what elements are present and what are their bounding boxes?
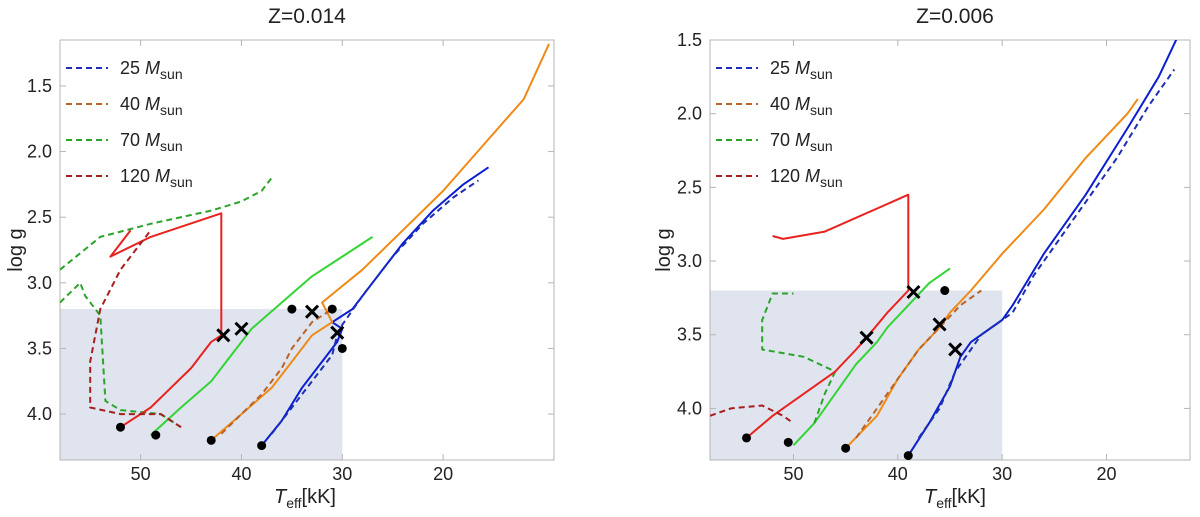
y-tick-label: 4.0 xyxy=(677,398,702,418)
x-tick-label: 20 xyxy=(1097,464,1117,484)
series-line xyxy=(89,229,182,429)
legend-label: 120 Msun xyxy=(770,166,843,190)
x-tick-label: 20 xyxy=(433,464,453,484)
cross-marker xyxy=(330,325,345,340)
shaded-region xyxy=(60,309,343,460)
series-line xyxy=(745,193,910,439)
cross-marker xyxy=(948,342,963,357)
y-tick-label: 2.5 xyxy=(27,207,52,227)
series-line xyxy=(60,281,182,429)
series-line xyxy=(210,43,550,442)
y-tick-label: 2.0 xyxy=(677,104,702,124)
endpoint-dot xyxy=(337,343,347,353)
y-tick-label: 3.5 xyxy=(27,338,52,358)
y-tick-label: 3.0 xyxy=(677,251,702,271)
chart-left: Z=0.014 log g Teff[kK] 50 40 30 20 1.5 2.0 2.5… xyxy=(5,5,555,511)
x-tick-label: 30 xyxy=(332,464,352,484)
y-tick-label: 2.5 xyxy=(677,177,702,197)
y-tick-label: 2.0 xyxy=(27,142,52,162)
endpoint-dot xyxy=(841,443,851,453)
legend-label: 25 Msun xyxy=(770,58,833,82)
series-line xyxy=(60,177,273,271)
endpoint-dot xyxy=(115,422,125,432)
series-line xyxy=(710,404,795,425)
chart-left-title: Z=0.014 xyxy=(268,5,346,28)
chart-left-ylabel: log g xyxy=(5,228,27,271)
legend-label: 40 Msun xyxy=(120,94,183,118)
endpoint-dot xyxy=(257,441,267,451)
legend-label: 70 Msun xyxy=(120,130,183,154)
endpoint-dot xyxy=(287,304,297,314)
cross-marker xyxy=(304,304,320,319)
chart-left-frame xyxy=(59,39,555,461)
y-tick-label: 1.5 xyxy=(677,30,702,50)
cross-marker xyxy=(932,317,947,332)
cross-marker xyxy=(859,330,874,345)
series-line xyxy=(220,308,333,435)
endpoint-dot xyxy=(940,286,950,296)
endpoint-dot xyxy=(206,435,216,445)
series-line xyxy=(792,267,951,446)
series-line xyxy=(109,212,223,429)
x-tick-label: 50 xyxy=(131,464,151,484)
legend-label: 120 Msun xyxy=(120,166,193,190)
chart-right-xlabel: Teff[kK] xyxy=(924,486,986,511)
x-tick-label: 30 xyxy=(992,464,1012,484)
endpoint-dot xyxy=(742,433,752,443)
legend-label: 70 Msun xyxy=(770,130,833,154)
endpoint-dot xyxy=(903,451,913,460)
endpoint-dot xyxy=(151,430,161,440)
cross-marker xyxy=(234,321,249,336)
legend-label: 25 Msun xyxy=(120,58,183,82)
series-line xyxy=(761,292,837,424)
legend-label: 40 Msun xyxy=(770,94,833,118)
shaded-region xyxy=(710,290,1003,460)
y-tick-label: 3.0 xyxy=(27,273,52,293)
cross-marker xyxy=(906,284,921,300)
y-tick-label: 3.5 xyxy=(677,325,702,345)
cross-marker xyxy=(216,328,231,343)
y-tick-label: 1.5 xyxy=(27,76,52,96)
chart-right-ylabel: log g xyxy=(653,228,675,271)
series-line xyxy=(150,236,374,436)
chart-left-xlabel: Teff[kK] xyxy=(274,486,336,511)
chart-right: Z=0.006 log g Teff[kK] 50 40 30 20 1.5 2.0 2.5… xyxy=(653,5,1191,511)
plot-area xyxy=(60,43,550,451)
x-tick-label: 40 xyxy=(231,464,251,484)
x-tick-label: 40 xyxy=(888,464,908,484)
y-tick-label: 4.0 xyxy=(27,404,52,424)
series-line xyxy=(270,179,479,435)
series-line xyxy=(917,68,1176,439)
legend: 25 Msun 40 Msun 70 Msun 120 Msun xyxy=(716,58,843,190)
plot-area xyxy=(710,40,1178,460)
legend: 25 Msun 40 Msun 70 Msun 120 Msun xyxy=(66,58,193,190)
endpoint-dot xyxy=(327,304,337,314)
x-tick-label: 50 xyxy=(783,464,803,484)
endpoint-dot xyxy=(783,437,793,447)
chart-right-frame xyxy=(709,39,1191,461)
chart-right-title: Z=0.006 xyxy=(916,5,994,28)
